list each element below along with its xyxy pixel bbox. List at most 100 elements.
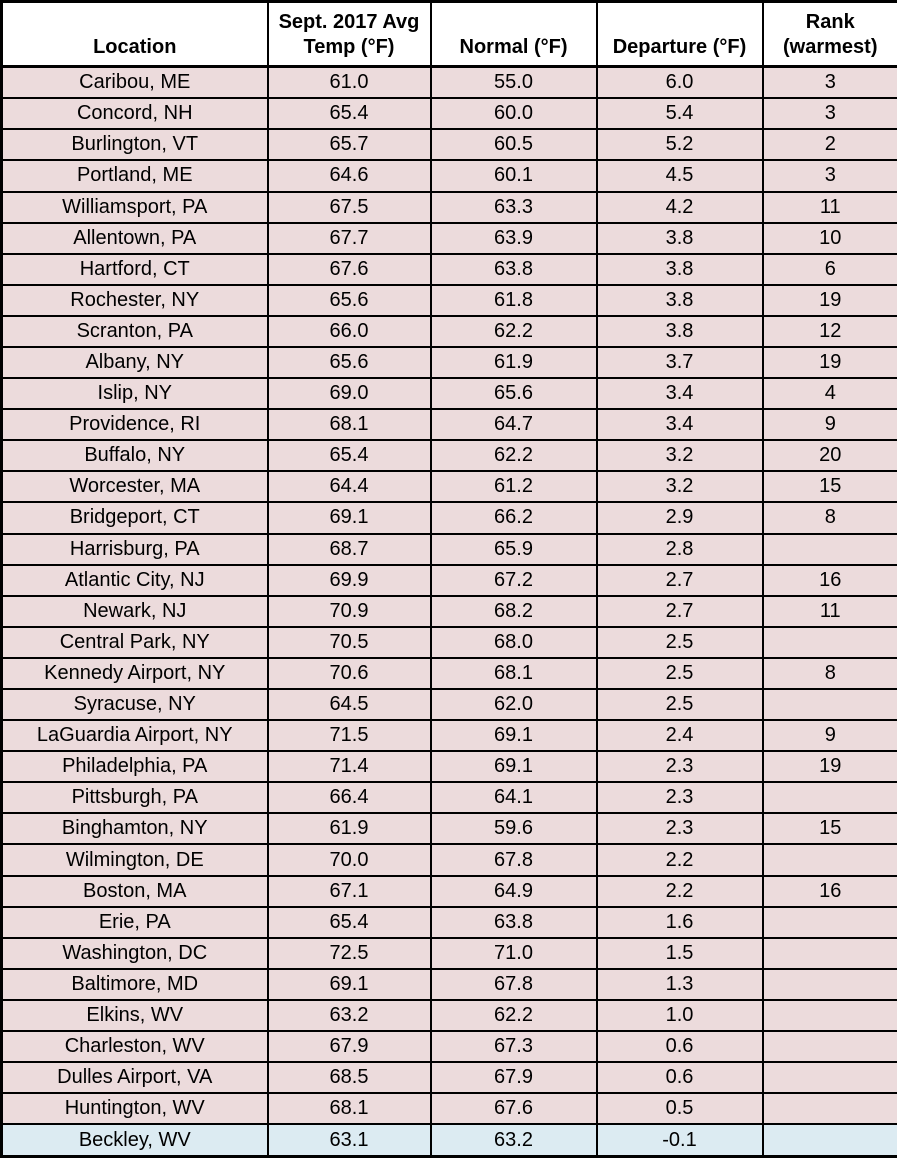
cell-rank	[761, 687, 897, 722]
cell-departure: 4.2	[595, 190, 764, 224]
cell-location: Syracuse, NY	[0, 687, 269, 722]
header-row: Location Sept. 2017 Avg Temp (°F) Normal…	[0, 0, 897, 68]
cell-location: Caribou, ME	[0, 65, 269, 100]
cell-rank	[761, 905, 897, 939]
cell-avg: 68.5	[266, 1061, 432, 1095]
cell-avg: 71.4	[266, 750, 432, 784]
cell-normal: 64.9	[429, 874, 598, 908]
cell-normal: 63.8	[429, 252, 598, 286]
cell-rank	[761, 936, 897, 970]
cell-rank: 11	[761, 594, 897, 628]
cell-normal: 64.7	[429, 408, 598, 442]
cell-location: Worcester, MA	[0, 470, 269, 504]
cell-departure: 2.4	[595, 719, 764, 753]
table-row: Allentown, PA 67.7 63.9 3.8 10	[0, 221, 897, 255]
cell-normal: 68.0	[429, 625, 598, 659]
cell-rank: 2	[761, 128, 897, 162]
cell-location: Williamsport, PA	[0, 190, 269, 224]
cell-avg: 70.9	[266, 594, 432, 628]
cell-location: Allentown, PA	[0, 221, 269, 255]
cell-departure: 3.8	[595, 314, 764, 348]
cell-avg: 69.0	[266, 377, 432, 411]
cell-location: Portland, ME	[0, 159, 269, 193]
cell-rank: 9	[761, 408, 897, 442]
cell-avg: 64.4	[266, 470, 432, 504]
cell-normal: 67.3	[429, 1030, 598, 1064]
cell-location: Wilmington, DE	[0, 843, 269, 877]
cell-rank: 8	[761, 501, 897, 535]
cell-location: Harrisburg, PA	[0, 532, 269, 566]
col-header-location: Location	[0, 0, 269, 68]
cell-location: Bridgeport, CT	[0, 501, 269, 535]
table-row: Pittsburgh, PA 66.4 64.1 2.3	[0, 781, 897, 815]
cell-normal: 62.2	[429, 998, 598, 1033]
cell-departure: 0.6	[595, 1030, 764, 1064]
table-row: Central Park, NY 70.5 68.0 2.5	[0, 625, 897, 659]
cell-normal: 61.8	[429, 283, 598, 317]
cell-normal: 68.1	[429, 656, 598, 691]
cell-avg: 68.7	[266, 532, 432, 566]
cell-avg: 72.5	[266, 936, 432, 970]
cell-departure: 3.8	[595, 221, 764, 255]
cell-location: Pittsburgh, PA	[0, 781, 269, 815]
cell-rank	[761, 781, 897, 815]
table-row: Binghamton, NY 61.9 59.6 2.3 15	[0, 812, 897, 846]
table-row: Elkins, WV 63.2 62.2 1.0	[0, 998, 897, 1033]
cell-departure: 3.4	[595, 377, 764, 411]
cell-departure: 2.3	[595, 781, 764, 815]
cell-rank: 10	[761, 221, 897, 255]
cell-location: Burlington, VT	[0, 128, 269, 162]
cell-departure: 2.7	[595, 594, 764, 628]
cell-departure: -0.1	[595, 1123, 764, 1158]
cell-normal: 71.0	[429, 936, 598, 970]
cell-rank	[761, 1123, 897, 1158]
cell-departure: 1.3	[595, 967, 764, 1001]
table-row: Providence, RI 68.1 64.7 3.4 9	[0, 408, 897, 442]
cell-departure: 3.2	[595, 470, 764, 504]
cell-normal: 55.0	[429, 65, 598, 100]
cell-location: Buffalo, NY	[0, 439, 269, 473]
cell-avg: 69.1	[266, 501, 432, 535]
cell-departure: 2.3	[595, 750, 764, 784]
table-row: Washington, DC 72.5 71.0 1.5	[0, 936, 897, 970]
cell-departure: 3.2	[595, 439, 764, 473]
cell-departure: 4.5	[595, 159, 764, 193]
cell-rank	[761, 998, 897, 1033]
cell-rank: 6	[761, 252, 897, 286]
cell-avg: 61.0	[266, 65, 432, 100]
cell-rank: 11	[761, 190, 897, 224]
table-row: Williamsport, PA 67.5 63.3 4.2 11	[0, 190, 897, 224]
cell-normal: 60.5	[429, 128, 598, 162]
cell-rank: 16	[761, 874, 897, 908]
table-row: Syracuse, NY 64.5 62.0 2.5	[0, 687, 897, 722]
cell-rank: 3	[761, 65, 897, 100]
table-row: Albany, NY 65.6 61.9 3.7 19	[0, 345, 897, 380]
cell-avg: 68.1	[266, 1092, 432, 1126]
table-row: Dulles Airport, VA 68.5 67.9 0.6	[0, 1061, 897, 1095]
cell-location: Hartford, CT	[0, 252, 269, 286]
cell-normal: 65.6	[429, 377, 598, 411]
cell-rank: 20	[761, 439, 897, 473]
cell-normal: 61.9	[429, 345, 598, 380]
cell-rank	[761, 843, 897, 877]
cell-rank	[761, 625, 897, 659]
col-header-departure: Departure (°F)	[595, 0, 764, 68]
cell-rank: 8	[761, 656, 897, 691]
cell-avg: 65.4	[266, 905, 432, 939]
table-row: Huntington, WV 68.1 67.6 0.5	[0, 1092, 897, 1126]
cell-departure: 0.6	[595, 1061, 764, 1095]
cell-departure: 1.5	[595, 936, 764, 970]
cell-rank	[761, 532, 897, 566]
cell-departure: 2.3	[595, 812, 764, 846]
cell-location: Beckley, WV	[0, 1123, 269, 1158]
cell-avg: 66.4	[266, 781, 432, 815]
cell-departure: 2.5	[595, 687, 764, 722]
cell-location: Scranton, PA	[0, 314, 269, 348]
cell-departure: 5.2	[595, 128, 764, 162]
table-header: Location Sept. 2017 Avg Temp (°F) Normal…	[0, 0, 897, 68]
cell-rank: 19	[761, 750, 897, 784]
cell-departure: 2.8	[595, 532, 764, 566]
cell-departure: 1.0	[595, 998, 764, 1033]
cell-avg: 65.6	[266, 283, 432, 317]
table-row: Concord, NH 65.4 60.0 5.4 3	[0, 97, 897, 131]
